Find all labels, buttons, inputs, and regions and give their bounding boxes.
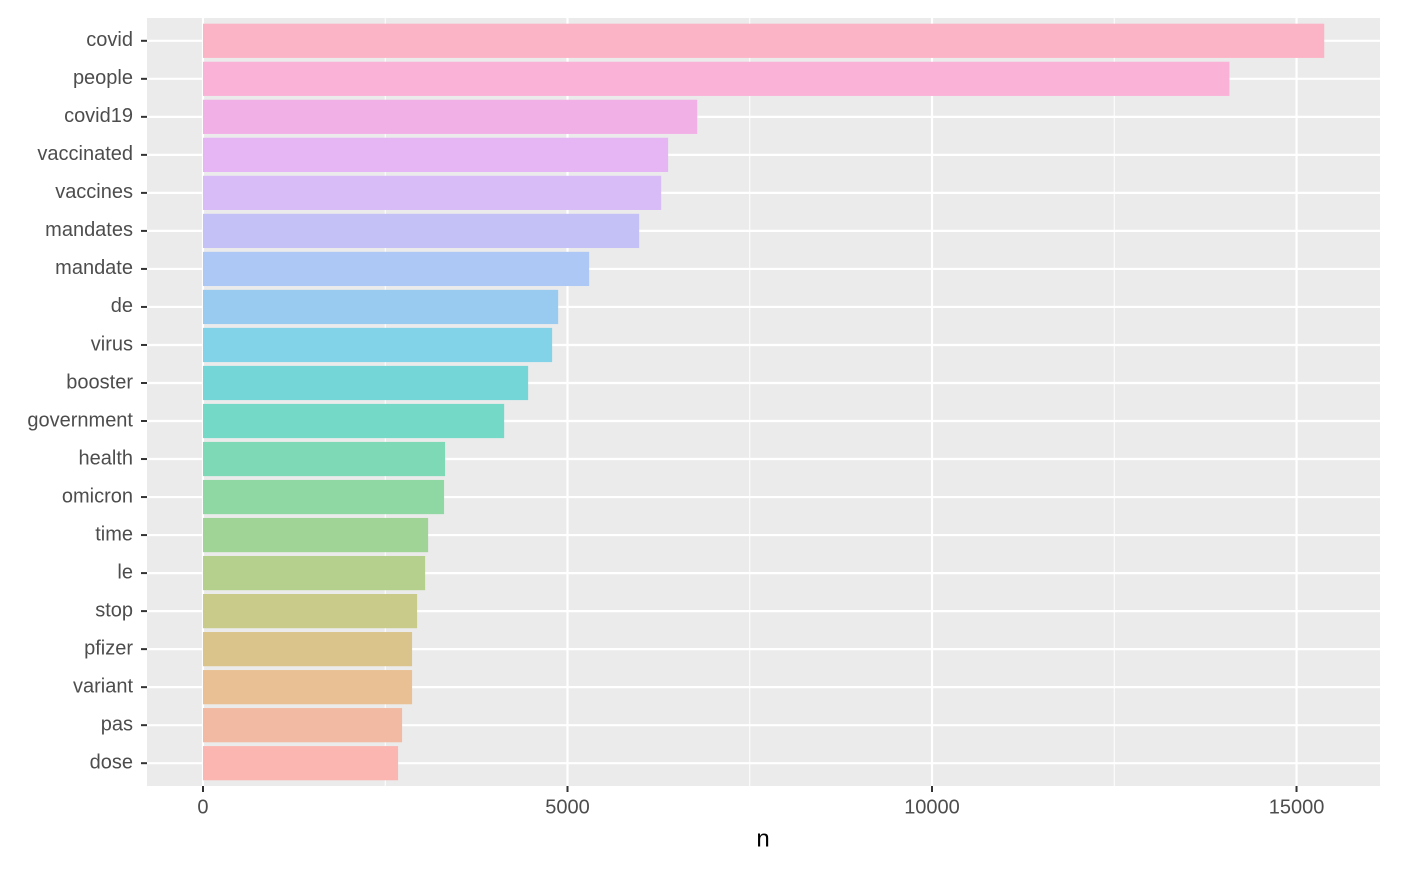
y-tick-label: omicron (62, 485, 133, 507)
bar (202, 403, 505, 439)
y-tick-label: de (111, 295, 133, 317)
y-tick-label: time (95, 523, 133, 545)
y-tick-label: vaccines (55, 181, 133, 203)
x-tick-label: 15000 (1269, 796, 1325, 818)
y-tick-label: covid19 (64, 105, 133, 127)
x-axis-title: n (756, 825, 769, 852)
y-tick-label: dose (90, 751, 133, 773)
bar (202, 594, 418, 629)
y-tick-label: booster (66, 371, 133, 393)
x-tick-label: 10000 (904, 796, 960, 818)
bar (202, 632, 413, 667)
y-tick-label: covid (86, 29, 133, 51)
y-tick-label: mandate (55, 257, 133, 279)
bar (202, 670, 413, 705)
bar (202, 746, 399, 781)
bar (202, 61, 1230, 96)
bar (202, 555, 426, 591)
bar (202, 708, 403, 743)
bar (202, 479, 445, 515)
x-tick-label: 0 (197, 796, 208, 818)
y-tick-label: variant (73, 675, 133, 697)
bar (202, 441, 446, 477)
bar (202, 213, 640, 249)
y-tick-label: le (117, 561, 133, 583)
y-tick-label: pas (101, 713, 133, 735)
y-tick-label: pfizer (84, 637, 133, 659)
bar (202, 23, 1325, 58)
bar (202, 99, 698, 134)
bar (202, 289, 559, 325)
y-tick-label: vaccinated (37, 143, 133, 165)
bar (202, 365, 529, 401)
y-tick-label: health (79, 447, 134, 469)
y-tick-label: people (73, 67, 133, 89)
y-tick-label: stop (95, 599, 133, 621)
bar (202, 137, 669, 172)
bar (202, 327, 553, 363)
y-tick-label: government (27, 409, 133, 431)
bar (202, 175, 662, 210)
x-tick-label: 5000 (545, 796, 590, 818)
bar (202, 517, 429, 553)
y-tick-label: mandates (45, 219, 133, 241)
y-tick-label: virus (91, 333, 133, 355)
bar (202, 251, 590, 287)
